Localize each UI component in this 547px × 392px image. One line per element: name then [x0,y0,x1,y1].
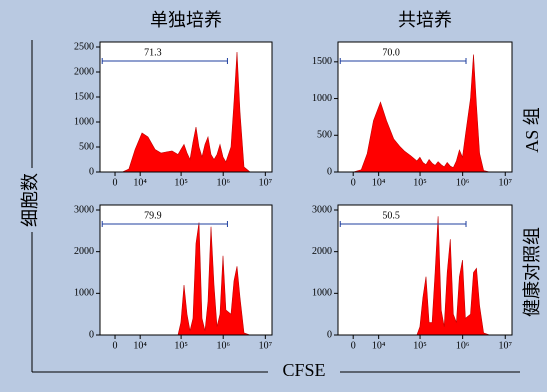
y-tick-label: 0 [327,329,332,340]
x-tick-label: 10⁶ [216,340,230,351]
y-tick-label: 2000 [312,246,332,257]
x-axis-label: CFSE [282,360,325,380]
x-tick-label: 10⁵ [413,177,427,188]
x-tick-label: 10⁵ [174,340,188,351]
y-tick-label: 2000 [74,246,94,257]
y-tick-label: 1500 [74,91,94,102]
y-tick-label: 1500 [312,56,332,67]
plot-frame [337,41,513,173]
x-tick-label: 10⁷ [499,177,513,188]
column-title: 单独培养 [150,10,222,30]
y-tick-label: 0 [89,166,94,177]
x-tick-label: 10⁶ [456,177,470,188]
x-tick-label: 10⁶ [216,177,230,188]
x-tick-label: 0 [113,177,118,188]
x-tick-label: 10⁶ [456,340,470,351]
row-title: 健康对照组 [522,227,542,317]
x-tick-label: 10⁷ [499,340,513,351]
y-tick-label: 2500 [74,41,94,52]
x-tick-label: 10⁴ [372,177,386,188]
x-tick-label: 0 [351,340,356,351]
x-tick-label: 10⁴ [372,340,386,351]
histogram-area [103,51,251,173]
x-tick-label: 0 [113,340,118,351]
y-tick-label: 1000 [312,288,332,299]
y-tick-label: 3000 [312,204,332,215]
y-tick-label: 0 [89,329,94,340]
x-tick-label: 10⁷ [259,177,273,188]
plot-frame [99,41,273,173]
gate-label: 70.0 [382,47,400,58]
row-title: AS 组 [522,107,542,153]
y-tick-label: 500 [79,141,94,152]
label-backdrop [268,362,340,382]
x-tick-label: 10⁵ [413,340,427,351]
label-backdrop [22,168,42,232]
y-tick-label: 1000 [312,93,332,104]
y-tick-label: 500 [317,130,332,141]
x-tick-label: 0 [351,177,356,188]
histogram-area [341,54,490,173]
x-tick-label: 10⁷ [259,340,273,351]
column-title: 共培养 [398,10,452,30]
y-tick-label: 1000 [74,116,94,127]
y-tick-label: 2000 [74,66,94,77]
x-tick-label: 10⁴ [133,340,147,351]
y-tick-label: 3000 [74,204,94,215]
gate-label: 71.3 [144,47,162,58]
x-tick-label: 10⁴ [133,177,147,188]
y-tick-label: 1000 [74,288,94,299]
x-tick-label: 10⁵ [174,177,188,188]
y-tick-label: 0 [327,166,332,177]
plot-frame [337,204,513,336]
y-axis-label: 细胞数 [20,173,40,227]
gate-label: 50.5 [382,210,400,221]
plot-area [337,41,513,173]
gate-label: 79.9 [144,210,162,221]
plot-frame [99,204,273,336]
